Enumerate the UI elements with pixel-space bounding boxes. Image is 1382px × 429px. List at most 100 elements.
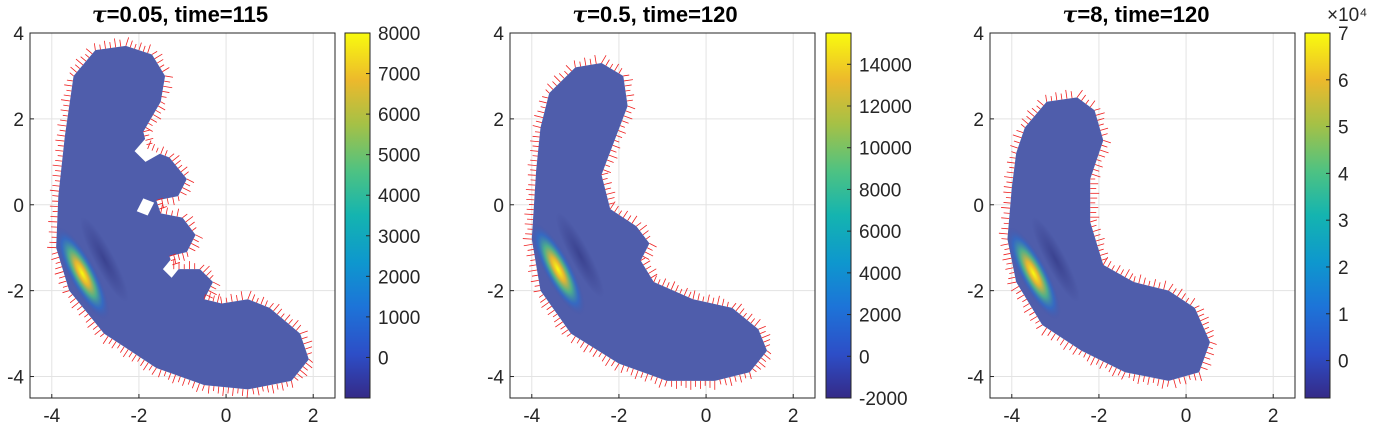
panel-1-normal-arrow (247, 290, 252, 300)
panel-2-normal-arrow (650, 375, 653, 381)
panel-3-normal-arrow (1022, 298, 1027, 303)
panel-1-normal-arrow (191, 243, 200, 248)
panel-2-normal-arrow (761, 357, 767, 363)
panel-3-normal-arrow (1097, 117, 1105, 121)
panel-1-normal-arrow (63, 104, 70, 107)
panel-3-normal-arrow (1188, 374, 1191, 381)
panel-2-normal-arrow (724, 378, 727, 386)
panel-1-normal-arrow (161, 96, 167, 98)
panel-1-normal-arrow (145, 137, 154, 141)
panel-3-normal-arrow (1041, 327, 1047, 336)
panel-1-normal-arrow (76, 305, 83, 311)
panel-3-normal-arrow (1000, 243, 1009, 246)
panel-1-colorbar-tick-label: 4000 (378, 186, 420, 207)
panel-2-normal-arrow (752, 368, 757, 373)
panel-2-normal-arrow (601, 172, 609, 176)
panel-3-normal-arrow (1094, 234, 1101, 237)
panel-1-normal-arrow (157, 59, 164, 64)
panel-1-normal-arrow (66, 79, 73, 82)
panel-3-normal-arrow (1002, 257, 1012, 261)
panel-3-normal-arrow (1037, 99, 1044, 106)
panel-1-normal-arrow (150, 118, 158, 123)
panel-1-normal-arrow (217, 386, 220, 394)
panel-1-normal-arrow (302, 366, 308, 371)
panel-2-normal-arrow (534, 115, 544, 119)
panel-3-normal-arrow (1103, 139, 1111, 144)
panel-3-normal-arrow (1112, 367, 1117, 377)
panel-3-colorbar-tick-label: 3 (1338, 211, 1349, 232)
panel-1-normal-arrow (286, 381, 288, 387)
panel-1-normal-arrow (305, 362, 313, 369)
panel-3-axes-box (989, 32, 1296, 399)
panel-3-normal-arrow (1036, 105, 1041, 110)
panel-2-normal-arrow (532, 125, 541, 128)
panel-3-normal-arrow (1209, 341, 1217, 345)
panel-2-normal-arrow (735, 303, 742, 312)
panel-3-normal-arrow (1008, 276, 1016, 280)
panel-3-colorbar-tick-label: 4 (1338, 164, 1349, 185)
panel-3-normal-arrow (1153, 279, 1157, 288)
panel-1-normal-arrow (182, 213, 188, 218)
panel-1-normal-arrow (56, 134, 65, 137)
panel-2-normal-arrow (758, 361, 766, 368)
panel-3-xtick-label: 0 (1181, 406, 1192, 427)
panel-3-normal-arrow (1157, 378, 1160, 386)
panel-2-normal-arrow (692, 290, 696, 300)
panel-2-normal-arrow (545, 89, 550, 94)
panel-2-normal-arrow (542, 96, 549, 99)
panel-2-normal-arrow (589, 347, 594, 353)
panel-3-normal-arrow (1003, 191, 1012, 194)
panel-1-colorbar-tick-label: 7000 (378, 65, 420, 86)
panel-1-cold-band (80, 216, 129, 303)
panel-2-normal-arrow (565, 65, 572, 72)
panel-2-normal-arrow (763, 354, 771, 360)
panel-2-ytick-label: -4 (487, 368, 504, 389)
panel-3-normal-arrow (1047, 330, 1052, 336)
panel-2-normal-arrow (579, 61, 581, 67)
panel-3-ytick-label: 2 (973, 110, 984, 131)
panel-2-normal-arrow (576, 338, 581, 344)
panel-1-normal-arrow (230, 293, 233, 302)
panel-3-colorbar-tick-label: 5 (1338, 118, 1349, 139)
panel-1-normal-arrow (158, 105, 166, 111)
panel-2-normal-arrow (538, 100, 547, 104)
panel-2-normal-arrow (610, 149, 617, 153)
panel-1-normal-arrow (308, 359, 313, 363)
panel-3-normal-arrow (1059, 339, 1065, 346)
panel-1-normal-arrow (51, 252, 58, 255)
panel-3-normal-arrow (1173, 379, 1177, 389)
panel-3-normal-arrow (1093, 228, 1101, 232)
panel-2-normal-arrow (743, 312, 747, 318)
panel-3-normal-arrow (1030, 316, 1038, 321)
panel-1-normal-arrow (58, 280, 67, 284)
panel-1-normal-arrow (85, 54, 90, 58)
panel-3-normal-arrow (1009, 156, 1016, 159)
panel-2-normal-arrow (609, 201, 616, 210)
panel-1-normal-arrow (212, 295, 215, 302)
panel-2-normal-arrow (627, 215, 632, 221)
panel-3-normal-arrow (1133, 276, 1136, 283)
panel-2-ytick-label: 4 (493, 24, 504, 45)
panel-1-hotspot (56, 227, 110, 320)
panel-1-normal-arrow (85, 48, 93, 55)
panel-3-normal-arrow (1070, 91, 1073, 99)
panel-1-normal-arrow (209, 274, 214, 280)
panel-2-normal-arrow (712, 297, 715, 304)
panel-2-normal-arrow (625, 89, 631, 92)
panel-2-normal-arrow (594, 54, 597, 64)
panel-2-normal-arrow (598, 352, 602, 358)
panel-3-title-rest: =8, time=120 (1077, 2, 1209, 27)
panel-2-normal-arrow (608, 202, 614, 205)
panel-1-xtick-label: -4 (43, 406, 60, 427)
panel-3-normal-arrow (1065, 89, 1068, 99)
panel-1-colorbar-tick-label: 3000 (378, 227, 420, 248)
panel-2-ytick-label: -2 (487, 282, 504, 303)
panel-1-normal-arrow (134, 43, 137, 49)
panel-2-normal-arrow (524, 223, 533, 225)
panel-3-normal-arrow (1128, 373, 1131, 379)
panel-3-normal-arrow (1056, 336, 1061, 341)
panel-2-normal-arrow (522, 238, 532, 240)
panel-1-normal-arrow (148, 122, 153, 127)
panel-2-xtick-label: -4 (523, 406, 540, 427)
panel-2-normal-arrow (618, 210, 623, 216)
